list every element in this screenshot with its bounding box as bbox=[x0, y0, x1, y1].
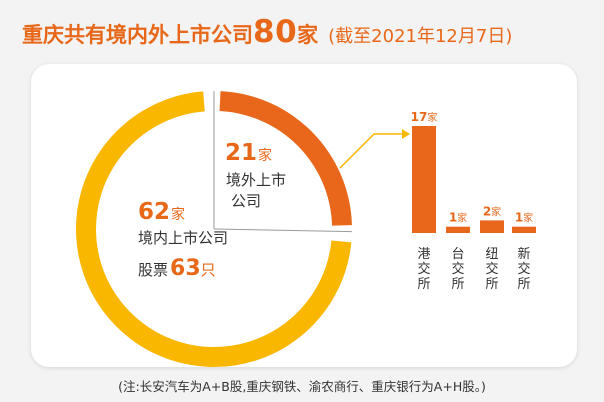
bar-category-label-2-char-3: 所 bbox=[451, 277, 464, 292]
bar-category-label-1-char-2: 交 bbox=[417, 261, 430, 277]
bar-value-label-3: 2家 bbox=[483, 204, 501, 218]
overseas-text-line2: 公司 bbox=[231, 192, 261, 210]
headline-prefix: 重庆共有境内外上市公司 bbox=[22, 23, 253, 47]
headline-date-note: (截至2021年12月7日) bbox=[328, 26, 513, 47]
overseas-inner-sector bbox=[214, 111, 332, 232]
bar-category-label-3-char-3: 所 bbox=[485, 277, 498, 292]
bar-value-label-1: 17家 bbox=[411, 110, 438, 124]
donut-divider-right bbox=[213, 228, 352, 233]
bar-category-label-2-char-2: 交 bbox=[451, 261, 464, 277]
donut-chart bbox=[76, 91, 352, 367]
footnote: (注:长安汽车为A+B股,重庆钢铁、渝农商行、重庆银行为A+H股。) bbox=[118, 379, 486, 394]
bar-category-label-1-char-1: 港 bbox=[417, 247, 430, 262]
headline: 重庆共有境内外上市公司80家 (截至2021年12月7日) bbox=[22, 14, 512, 50]
callout-arrowhead bbox=[402, 129, 410, 139]
headline-unit: 家 bbox=[297, 23, 319, 47]
bar-category-label-4-char-2: 交 bbox=[517, 261, 530, 277]
domestic-value-label: 62家 bbox=[138, 199, 185, 225]
headline-count: 80 bbox=[253, 14, 298, 50]
bar-category-label-2-char-1: 台 bbox=[451, 247, 464, 262]
bar-3 bbox=[480, 220, 504, 233]
bar-value-label-4: 1家 bbox=[515, 211, 533, 225]
callout-arrow bbox=[339, 129, 410, 169]
overseas-text-line1: 境外上市 bbox=[226, 171, 286, 189]
domestic-stock-label: 股票63只 bbox=[138, 256, 216, 281]
bar-category-label-1-char-3: 所 bbox=[417, 277, 430, 292]
bar-1 bbox=[412, 126, 436, 233]
overseas-ring-slice bbox=[219, 91, 352, 226]
callout-line bbox=[339, 133, 402, 169]
bar-category-label-4-char-3: 所 bbox=[517, 277, 530, 292]
overseas-value-label: 21家 bbox=[225, 140, 272, 166]
bar-4 bbox=[512, 226, 536, 233]
bar-value-label-2: 1家 bbox=[449, 211, 467, 225]
bar-category-label-4-char-1: 新 bbox=[517, 246, 530, 262]
domestic-text: 境内上市公司 bbox=[138, 229, 228, 247]
bar-category-label-3-char-2: 交 bbox=[485, 261, 498, 277]
bar-category-label-3-char-1: 纽 bbox=[485, 247, 498, 262]
bar-2 bbox=[446, 226, 470, 233]
